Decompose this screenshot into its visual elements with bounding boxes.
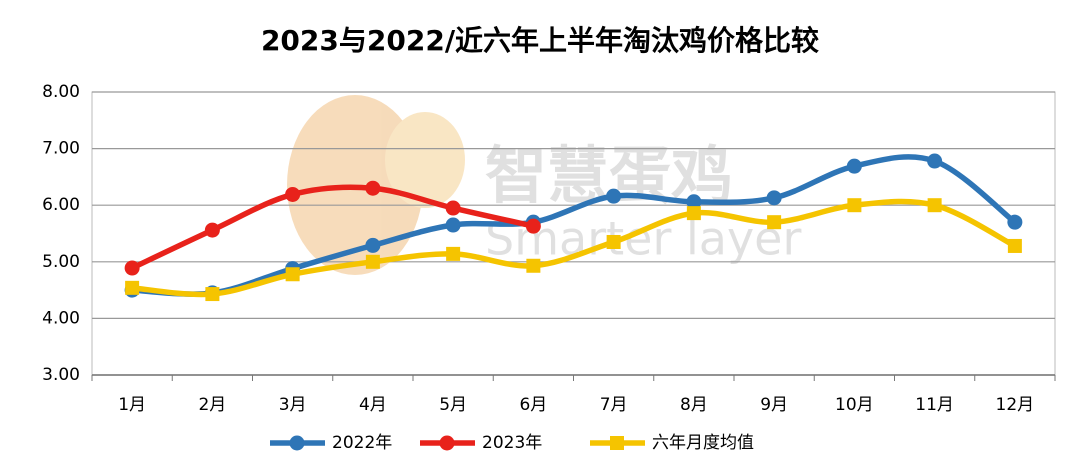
point [846,158,862,174]
point [847,198,862,213]
point [1007,214,1023,230]
x-tick-label: 3月 [279,395,307,415]
point [767,215,782,230]
point [526,258,541,273]
x-tick-label: 5月 [439,395,467,415]
point [446,246,461,261]
point [285,186,301,202]
series-line [129,184,537,271]
x-tick-label: 9月 [760,395,788,415]
legend-label: 2022年 [332,433,392,453]
x-tick-label: 7月 [600,395,628,415]
point [927,153,943,169]
x-tick-label: 8月 [680,395,708,415]
point [766,190,782,206]
y-tick-label: 8.00 [42,82,80,102]
y-tick-label: 5.00 [42,252,80,272]
x-tick-label: 11月 [915,395,954,415]
y-tick-label: 3.00 [42,365,80,385]
y-tick-label: 6.00 [42,195,80,215]
point [205,287,220,302]
point [285,267,300,282]
series-line [129,198,1018,298]
point [525,218,541,234]
legend-marker [439,435,455,451]
point [606,188,622,204]
point [125,280,140,295]
point [686,194,702,210]
x-tick-label: 2月 [198,395,226,415]
point [1007,238,1022,253]
point [365,254,380,269]
legend-marker [289,435,305,451]
chart-title: 2023与2022/近六年上半年淘汰鸡价格比较 [261,24,819,57]
legend-label: 六年月度均值 [652,433,754,453]
x-tick-label: 12月 [996,395,1035,415]
point [445,217,461,233]
x-tick-label: 4月 [359,395,387,415]
point [365,180,381,196]
point [365,237,381,253]
x-tick-label: 10月 [835,395,874,415]
x-tick-label: 6月 [519,395,547,415]
y-tick-label: 7.00 [42,139,80,159]
point [606,234,621,249]
point [686,206,701,221]
point [445,200,461,216]
point [204,222,220,238]
point [927,198,942,213]
legend-label: 2023年 [482,433,542,453]
x-tick-label: 1月 [118,395,146,415]
y-tick-label: 4.00 [42,308,80,328]
point [124,260,140,276]
legend-marker [610,436,624,450]
